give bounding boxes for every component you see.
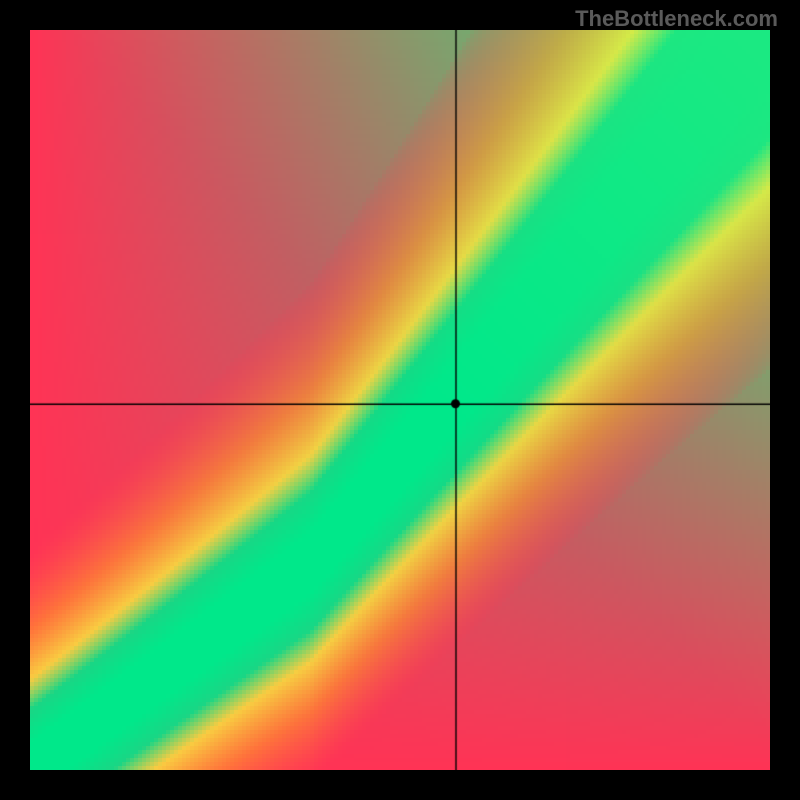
watermark-text: TheBottleneck.com [575, 6, 778, 32]
crosshair-overlay [30, 30, 770, 770]
chart-container: TheBottleneck.com [0, 0, 800, 800]
